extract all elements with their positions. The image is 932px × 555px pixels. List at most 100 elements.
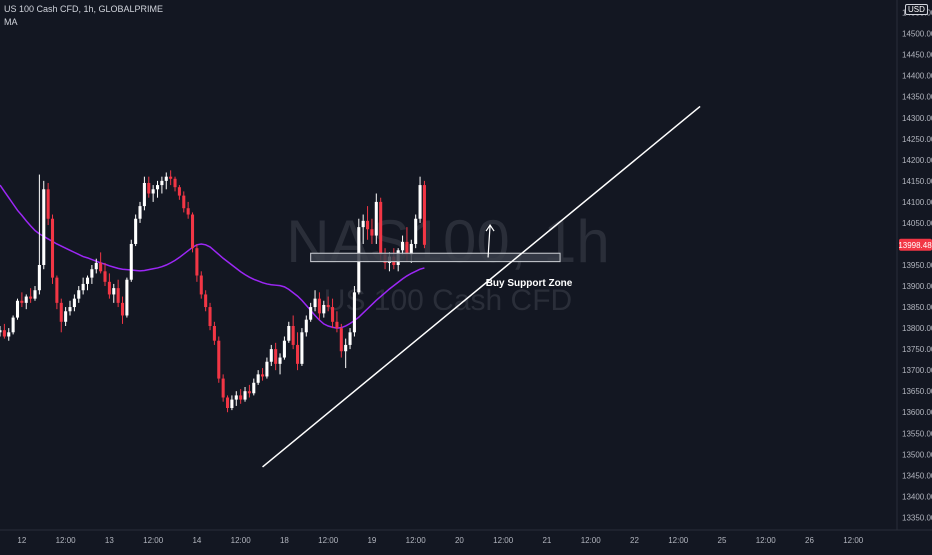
candle-body (107, 281, 111, 295)
candle-body (304, 319, 308, 333)
candle-body (352, 292, 356, 333)
candle (287, 321, 291, 343)
candle (208, 302, 212, 331)
candle (221, 374, 225, 402)
candle-body (0, 330, 2, 333)
drawings[interactable] (262, 105, 701, 468)
candle (374, 193, 378, 244)
candle-body (414, 218, 418, 244)
candle (199, 271, 203, 299)
candle (278, 353, 282, 375)
candle-body (164, 176, 168, 181)
candle (296, 332, 300, 371)
price-tick-label: 13400.00 (902, 492, 932, 501)
price-tick-label: 14500.00 (902, 30, 932, 39)
candle-body (344, 344, 348, 352)
last-price-badge (899, 238, 932, 251)
candle-body (234, 395, 238, 400)
time-tick-label: 12:00 (143, 536, 164, 545)
candle (379, 197, 383, 261)
candle (212, 321, 216, 345)
price-tick-label: 14350.00 (902, 93, 932, 102)
candle-body (212, 325, 216, 341)
candle (29, 288, 33, 303)
candle-body (326, 304, 330, 308)
candle (186, 201, 190, 219)
candle-body (374, 201, 378, 236)
candle-body (418, 185, 422, 219)
candle-body (112, 288, 116, 295)
price-tick-label: 13700.00 (902, 366, 932, 375)
candle-body (186, 208, 190, 215)
candle-body (243, 391, 247, 400)
candle (99, 252, 103, 274)
candle-body (199, 275, 203, 295)
candle-body (422, 185, 426, 245)
candle (77, 286, 81, 303)
candle (134, 214, 138, 247)
candle-body (77, 290, 81, 299)
price-tick-label: 14050.00 (902, 219, 932, 228)
candle-body (2, 330, 6, 337)
candle-body (291, 325, 295, 345)
candle-body (55, 277, 59, 303)
time-tick-label: 12:00 (843, 536, 864, 545)
candle (370, 218, 374, 244)
candle-body (7, 332, 11, 337)
candle-body (409, 243, 413, 255)
candle-body (401, 241, 405, 251)
last-price-marker: 13998.48 (898, 238, 932, 251)
arrow-shaft (487, 225, 491, 258)
price-tick-label: 13800.00 (902, 324, 932, 333)
candle (37, 174, 41, 295)
candle-body (208, 307, 212, 326)
candle-body (125, 279, 129, 316)
candle-body (230, 399, 234, 409)
candle (282, 336, 286, 360)
candle (24, 294, 28, 310)
candle (252, 378, 256, 396)
candle (317, 292, 321, 320)
candle-body (296, 344, 300, 364)
symbol-header[interactable]: US 100 Cash CFD, 1h, GLOBALPRIME (4, 4, 164, 14)
time-tick-label: 21 (542, 536, 551, 545)
candle (239, 389, 243, 404)
candlesticks (0, 170, 426, 413)
candle-body (72, 298, 76, 308)
candle-body (195, 248, 199, 276)
candle-body (204, 294, 208, 308)
candle-body (339, 328, 343, 352)
candle (55, 275, 59, 310)
candle-body (269, 349, 273, 362)
trendline (262, 105, 701, 468)
indicator-legend[interactable]: MA (4, 17, 18, 27)
candle (304, 315, 308, 337)
price-tick-label: 14100.00 (902, 198, 932, 207)
candle-body (103, 271, 107, 282)
candle (247, 384, 251, 398)
time-axis[interactable]: 12 12:00 13 12:00 14 12:00 18 12:00 19 12:00 20 12:… (17, 536, 863, 545)
candle-body (20, 300, 24, 303)
currency-badge[interactable]: USD (905, 4, 928, 15)
candle (261, 368, 265, 381)
candle (300, 328, 304, 366)
candle-body (169, 176, 173, 179)
candle (190, 212, 195, 253)
candle-body (155, 185, 160, 190)
candle (46, 182, 50, 226)
candle (164, 172, 168, 190)
time-tick-label: 13 (105, 536, 114, 545)
candle-body (309, 307, 313, 320)
candle-body (94, 262, 98, 270)
candle-body (24, 296, 28, 303)
time-tick-label: 14 (192, 536, 201, 545)
candle-body (182, 195, 186, 209)
candle-body (81, 283, 85, 291)
price-tick-label: 13950.00 (902, 261, 932, 270)
support-zone-box (310, 252, 561, 263)
candle-body (64, 311, 68, 322)
candle-body (90, 269, 94, 278)
candle (11, 315, 15, 335)
